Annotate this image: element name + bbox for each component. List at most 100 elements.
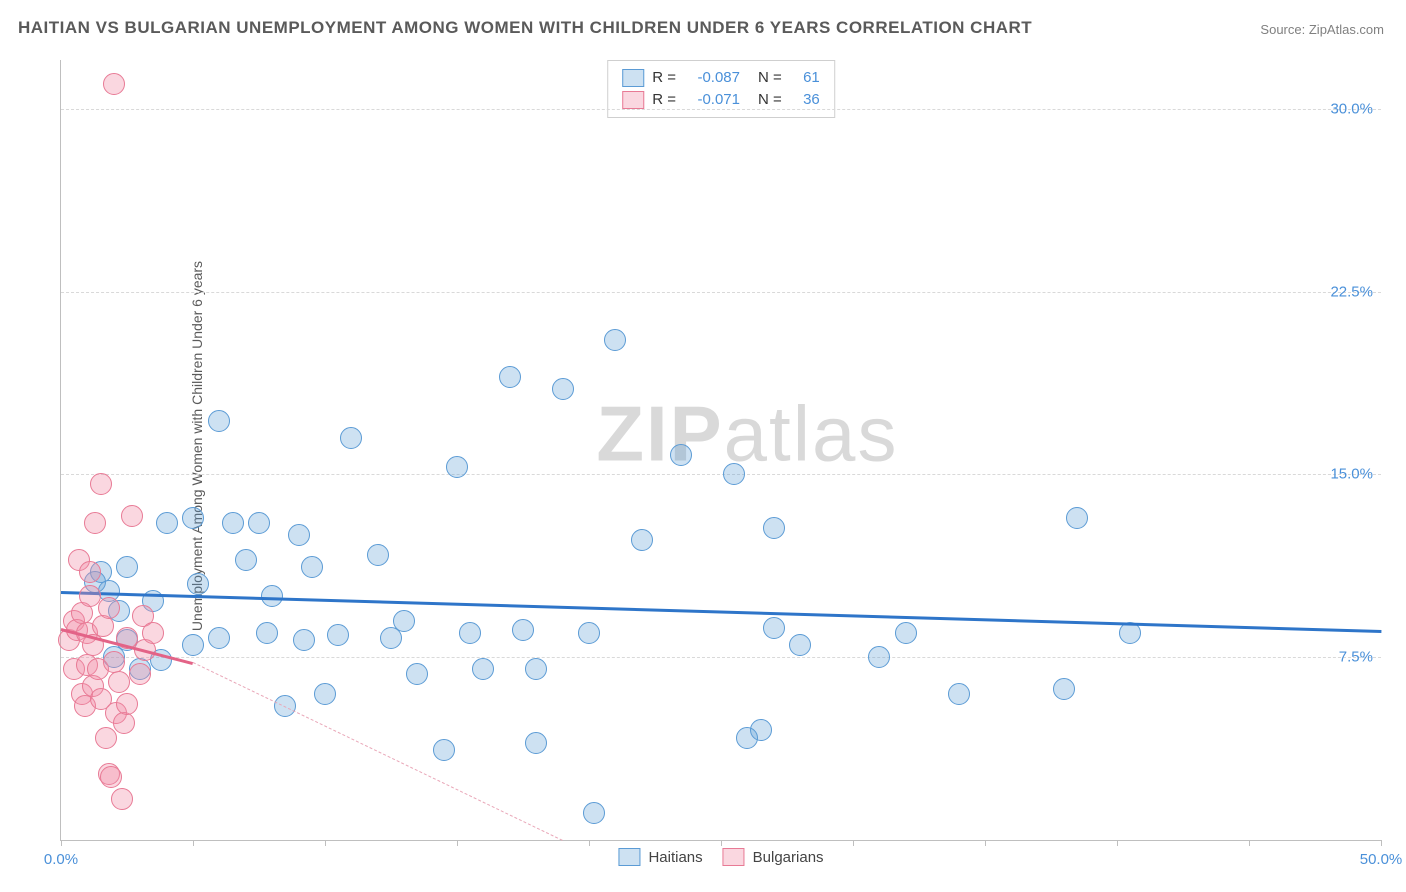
data-point bbox=[100, 766, 122, 788]
data-point bbox=[121, 505, 143, 527]
legend-n-value: 36 bbox=[790, 89, 820, 111]
watermark: ZIPatlas bbox=[596, 389, 898, 480]
x-tick bbox=[853, 840, 854, 846]
x-tick-label: 50.0% bbox=[1360, 851, 1403, 868]
data-point bbox=[108, 671, 130, 693]
data-point bbox=[1066, 507, 1088, 529]
chart-title: HAITIAN VS BULGARIAN UNEMPLOYMENT AMONG … bbox=[18, 18, 1032, 38]
legend-row: R = -0.071 N = 36 bbox=[622, 89, 820, 111]
y-tick-label: 15.0% bbox=[1330, 466, 1373, 483]
data-point bbox=[182, 507, 204, 529]
legend-r-label: R = bbox=[652, 89, 676, 111]
data-point bbox=[604, 329, 626, 351]
legend-swatch bbox=[618, 848, 640, 866]
legend-n-label: N = bbox=[758, 67, 782, 89]
data-point bbox=[340, 427, 362, 449]
data-point bbox=[84, 512, 106, 534]
data-point bbox=[750, 719, 772, 741]
data-point bbox=[156, 512, 178, 534]
data-point bbox=[256, 622, 278, 644]
legend-swatch bbox=[622, 91, 644, 109]
data-point bbox=[948, 683, 970, 705]
x-tick-label: 0.0% bbox=[44, 851, 78, 868]
x-tick bbox=[457, 840, 458, 846]
watermark-zip: ZIP bbox=[596, 390, 723, 478]
legend-n-label: N = bbox=[758, 89, 782, 111]
series-name: Haitians bbox=[648, 849, 702, 866]
data-point bbox=[446, 456, 468, 478]
data-point bbox=[406, 663, 428, 685]
y-tick-label: 7.5% bbox=[1339, 649, 1373, 666]
data-point bbox=[79, 561, 101, 583]
series-legend-item: Bulgarians bbox=[723, 848, 824, 866]
source-attribution: Source: ZipAtlas.com bbox=[1260, 22, 1384, 37]
data-point bbox=[670, 444, 692, 466]
series-name: Bulgarians bbox=[753, 849, 824, 866]
source-label: Source: bbox=[1260, 22, 1305, 37]
x-tick bbox=[1117, 840, 1118, 846]
data-point bbox=[763, 617, 785, 639]
data-point bbox=[98, 597, 120, 619]
data-point bbox=[631, 529, 653, 551]
data-point bbox=[113, 712, 135, 734]
data-point bbox=[314, 683, 336, 705]
data-point bbox=[208, 627, 230, 649]
watermark-atlas: atlas bbox=[724, 390, 899, 478]
legend-r-value: -0.071 bbox=[684, 89, 740, 111]
trend-line bbox=[193, 662, 563, 841]
data-point bbox=[103, 651, 125, 673]
data-point bbox=[393, 610, 415, 632]
data-point bbox=[525, 732, 547, 754]
data-point bbox=[1053, 678, 1075, 700]
data-point bbox=[763, 517, 785, 539]
data-point bbox=[222, 512, 244, 534]
data-point bbox=[248, 512, 270, 534]
data-point bbox=[868, 646, 890, 668]
legend-swatch bbox=[622, 69, 644, 87]
plot-area: ZIPatlas R =-0.087N =61R =-0.071N =36 Ha… bbox=[60, 60, 1381, 841]
source-site: ZipAtlas.com bbox=[1309, 22, 1384, 37]
data-point bbox=[327, 624, 349, 646]
x-tick bbox=[325, 840, 326, 846]
data-point bbox=[552, 378, 574, 400]
data-point bbox=[499, 366, 521, 388]
data-point bbox=[111, 788, 133, 810]
series-legend-item: Haitians bbox=[618, 848, 702, 866]
x-tick bbox=[721, 840, 722, 846]
data-point bbox=[129, 663, 151, 685]
x-tick bbox=[1381, 840, 1382, 846]
data-point bbox=[95, 727, 117, 749]
data-point bbox=[142, 622, 164, 644]
data-point bbox=[367, 544, 389, 566]
x-tick bbox=[61, 840, 62, 846]
x-tick bbox=[589, 840, 590, 846]
data-point bbox=[789, 634, 811, 656]
data-point bbox=[459, 622, 481, 644]
gridline bbox=[61, 474, 1381, 475]
x-tick bbox=[1249, 840, 1250, 846]
data-point bbox=[895, 622, 917, 644]
gridline bbox=[61, 292, 1381, 293]
data-point bbox=[116, 693, 138, 715]
data-point bbox=[116, 556, 138, 578]
data-point bbox=[187, 573, 209, 595]
data-point bbox=[433, 739, 455, 761]
gridline bbox=[61, 109, 1381, 110]
x-tick bbox=[193, 840, 194, 846]
data-point bbox=[293, 629, 315, 651]
data-point bbox=[288, 524, 310, 546]
legend-n-value: 61 bbox=[790, 67, 820, 89]
y-tick-label: 30.0% bbox=[1330, 100, 1373, 117]
data-point bbox=[525, 658, 547, 680]
x-tick bbox=[985, 840, 986, 846]
legend-row: R =-0.087N =61 bbox=[622, 67, 820, 89]
data-point bbox=[583, 802, 605, 824]
data-point bbox=[103, 73, 125, 95]
data-point bbox=[182, 634, 204, 656]
legend-r-label: R = bbox=[652, 67, 676, 89]
y-tick-label: 22.5% bbox=[1330, 283, 1373, 300]
data-point bbox=[301, 556, 323, 578]
data-point bbox=[90, 473, 112, 495]
gridline bbox=[61, 657, 1381, 658]
legend-swatch bbox=[723, 848, 745, 866]
